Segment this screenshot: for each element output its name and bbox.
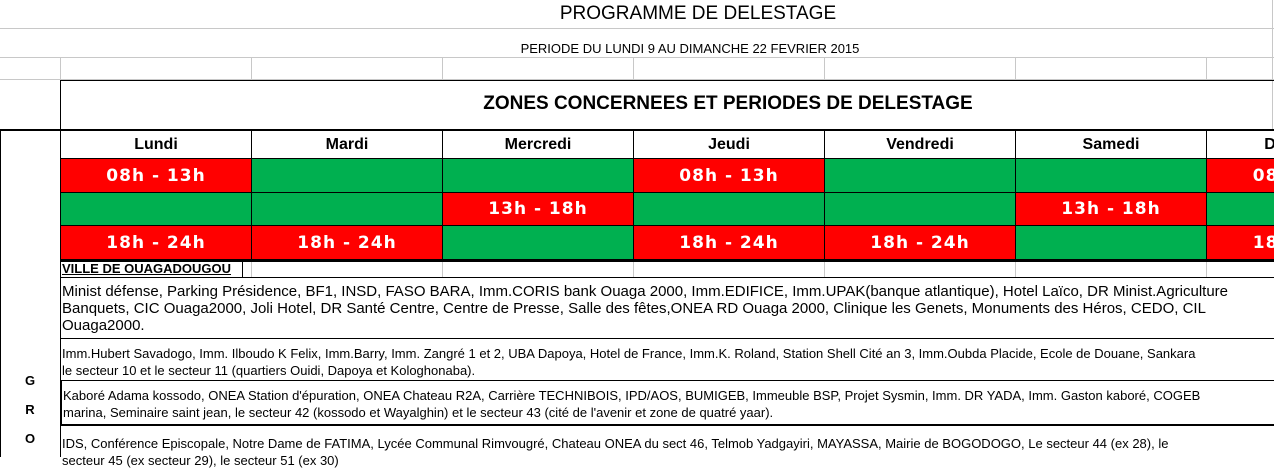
- slot-cell: 18h - 24h: [634, 226, 825, 260]
- day-header-mardi: Mardi: [252, 131, 443, 159]
- grid-line: [442, 262, 443, 278]
- day-header-vendredi: Vendredi: [825, 131, 1016, 159]
- grid-line: [1206, 57, 1207, 80]
- group-letter: R: [25, 401, 35, 417]
- slot-cell-empty: [634, 193, 825, 226]
- border: [60, 424, 1274, 426]
- slot-cell-label: 08h - 13h: [1252, 165, 1274, 186]
- grid-line: [633, 57, 634, 80]
- group-letter: O: [24, 430, 36, 446]
- day-header-mercredi: Mercredi: [443, 131, 634, 159]
- grid-line: [0, 79, 1274, 80]
- grid-line: [1015, 57, 1016, 80]
- grid-line: [1015, 262, 1016, 278]
- border: [60, 338, 1274, 339]
- grid-line: [633, 262, 634, 278]
- slot-cell-clipped: 18h - 24h: [1207, 226, 1274, 260]
- slot-cell-clipped: 08h - 13h: [1207, 159, 1274, 193]
- slot-cell-empty: [825, 159, 1016, 193]
- border: [0, 130, 1, 457]
- day-header-samedi: Samedi: [1016, 131, 1207, 159]
- page-title: PROGRAMME DE DELESTAGE: [559, 3, 837, 24]
- grid-line: [251, 262, 252, 278]
- slot-cell-empty: [443, 226, 634, 260]
- grid-line: [0, 28, 1274, 29]
- slot-cell: 13h - 18h: [443, 193, 634, 226]
- grid-line: [824, 57, 825, 80]
- grid-line: [60, 57, 61, 80]
- slot-cell-empty: [1016, 159, 1207, 193]
- slot-cell: 18h - 24h: [61, 226, 252, 260]
- zone-line: Imm.Hubert Savadogo, Imm. Ilboudo K Feli…: [62, 346, 1196, 361]
- slot-cell-empty: [252, 159, 443, 193]
- grid-line: [1206, 262, 1207, 278]
- grid-line: [442, 57, 443, 80]
- zone-line: Ouaga2000.: [62, 317, 145, 334]
- grid-line: [824, 262, 825, 278]
- day-header-lundi: Lundi: [61, 131, 252, 159]
- day-header-jeudi: Jeudi: [634, 131, 825, 159]
- group-letter: G: [24, 372, 36, 388]
- zone-line: Banquets, CIC Ouaga2000, Joli Hotel, DR …: [62, 300, 1206, 317]
- border: [60, 277, 1274, 278]
- slot-cell-empty: [443, 159, 634, 193]
- zone-group-2: Imm.Hubert Savadogo, Imm. Ilboudo K Feli…: [61, 345, 1274, 379]
- slot-cell: 18h - 24h: [252, 226, 443, 260]
- zone-line: secteur 45 (ex secteur 29), le secteur 5…: [62, 453, 339, 468]
- zone-line: Minist défense, Parking Présidence, BF1,…: [62, 283, 1229, 300]
- border: [60, 380, 1274, 381]
- zone-group-3: Kaboré Adama kossodo, ONEA Station d'épu…: [62, 387, 1274, 421]
- border: [60, 381, 62, 425]
- zone-line: marina, Seminaire saint jean, le secteur…: [63, 405, 774, 420]
- border: [0, 129, 1274, 131]
- day-header-dimanche-label: Dimanche: [1207, 131, 1274, 158]
- slot-cell-label: 18h - 24h: [1252, 232, 1274, 253]
- slot-cell: 13h - 18h: [1016, 193, 1207, 226]
- grid-line: [251, 57, 252, 80]
- border: [60, 130, 61, 457]
- zone-group-4: IDS, Conférence Episcopale, Notre Dame d…: [61, 435, 1274, 469]
- grid-line: [0, 57, 1274, 58]
- slot-cell: 08h - 13h: [634, 159, 825, 193]
- zone-group-1: Minist défense, Parking Présidence, BF1,…: [61, 283, 1274, 334]
- slot-cell-empty: [1016, 226, 1207, 260]
- slot-cell-empty: [1207, 193, 1274, 226]
- slot-cell: 18h - 24h: [825, 226, 1016, 260]
- day-header-dimanche: Dimanche: [1207, 131, 1274, 159]
- border: [60, 80, 1274, 81]
- border: [60, 80, 61, 131]
- border: [60, 260, 1274, 262]
- slot-cell-empty: [252, 193, 443, 226]
- period-subtitle: PERIODE DU LUNDI 9 AU DIMANCHE 22 FEVRIE…: [520, 40, 860, 56]
- section-title: ZONES CONCERNEES ET PERIODES DE DELESTAG…: [483, 93, 973, 114]
- slot-cell: 08h - 13h: [61, 159, 252, 193]
- grid-line: [1272, 0, 1273, 130]
- slot-cell-empty: [61, 193, 252, 226]
- zone-line: IDS, Conférence Episcopale, Notre Dame d…: [62, 436, 1169, 451]
- zone-line: le secteur 10 et le secteur 11 (quartier…: [62, 363, 476, 378]
- zone-line: Kaboré Adama kossodo, ONEA Station d'épu…: [63, 388, 1201, 403]
- city-label: VILLE DE OUAGADOUGOU: [61, 261, 243, 278]
- slot-cell-empty: [825, 193, 1016, 226]
